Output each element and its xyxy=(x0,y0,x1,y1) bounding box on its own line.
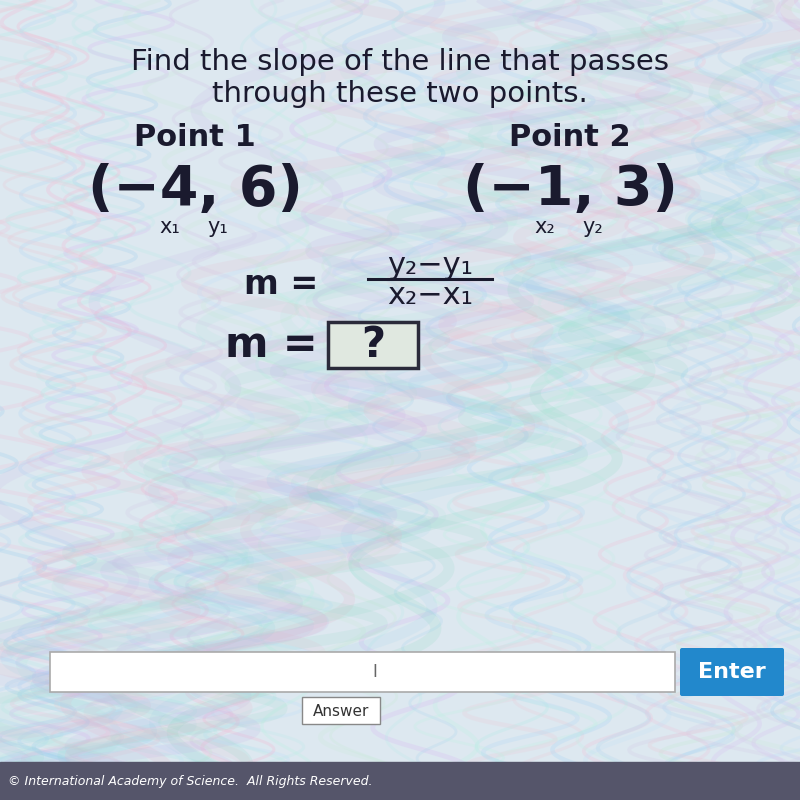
Text: I: I xyxy=(373,663,378,681)
Bar xyxy=(328,322,418,368)
FancyBboxPatch shape xyxy=(680,648,784,696)
Bar xyxy=(0,762,800,800)
Text: m =: m = xyxy=(244,267,318,301)
Text: through these two points.: through these two points. xyxy=(212,80,588,108)
Text: Point 1: Point 1 xyxy=(134,123,256,153)
Text: Point 2: Point 2 xyxy=(509,123,631,153)
Text: Find the slope of the line that passes: Find the slope of the line that passes xyxy=(131,48,669,76)
Text: Enter: Enter xyxy=(698,662,766,682)
Text: © International Academy of Science.  All Rights Reserved.: © International Academy of Science. All … xyxy=(8,774,373,787)
Text: (−4, 6): (−4, 6) xyxy=(87,163,302,217)
Text: m =: m = xyxy=(226,324,318,366)
Text: Answer: Answer xyxy=(313,703,369,718)
Text: y₂: y₂ xyxy=(582,217,603,237)
Bar xyxy=(302,697,380,724)
Text: ?: ? xyxy=(361,324,385,366)
Bar xyxy=(50,652,675,692)
Text: (−1, 3): (−1, 3) xyxy=(462,163,678,217)
Text: x₂: x₂ xyxy=(534,217,555,237)
Text: x₂−x₁: x₂−x₁ xyxy=(387,282,473,310)
Text: y₁: y₁ xyxy=(208,217,228,237)
Text: y₂−y₁: y₂−y₁ xyxy=(387,250,473,279)
Text: x₁: x₁ xyxy=(160,217,180,237)
